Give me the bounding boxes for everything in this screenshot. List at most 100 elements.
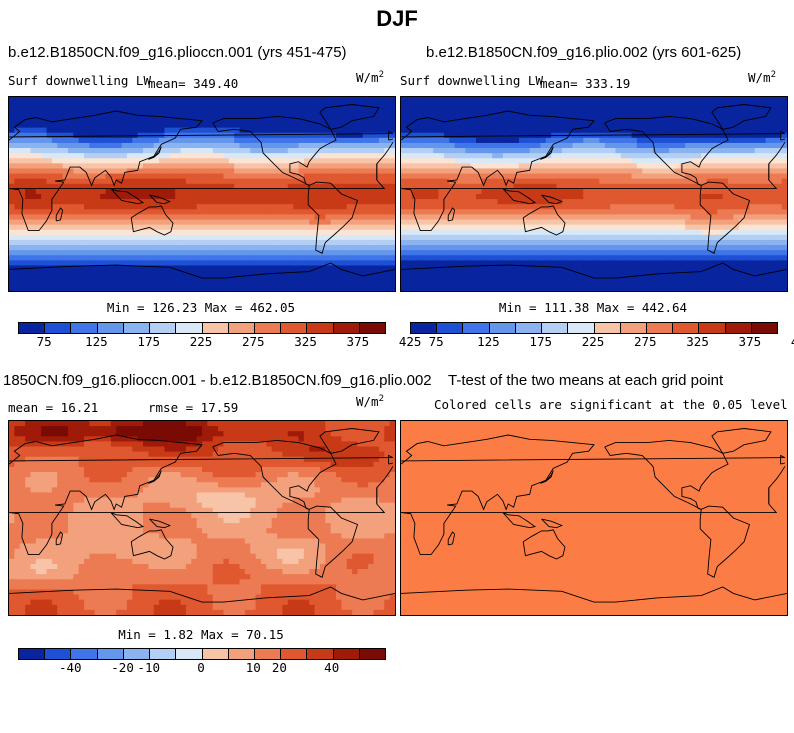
heatmap-cell (417, 168, 424, 175)
heatmap-cell (711, 214, 718, 221)
heatmap-cell (105, 117, 112, 124)
heatmap-cell (180, 239, 187, 246)
heatmap-cell (422, 168, 429, 175)
heatmap-cell (19, 209, 26, 216)
heatmap-cell (73, 199, 80, 205)
heatmap-cell (717, 178, 724, 185)
heatmap-cell (153, 122, 160, 129)
heatmap-cell (470, 224, 477, 231)
heatmap-cell (89, 178, 96, 185)
heatmap-cell (438, 97, 445, 103)
heatmap-cell (132, 280, 139, 287)
heatmap-cell (94, 245, 101, 251)
heatmap-cell (572, 117, 579, 124)
heatmap-cell (722, 199, 729, 205)
heatmap-cell (287, 132, 294, 139)
heatmap-cell (164, 163, 171, 170)
heatmap-cell (540, 178, 547, 185)
heatmap-cell (319, 132, 326, 139)
heatmap-cell (690, 112, 697, 119)
heatmap-cell (465, 188, 472, 195)
heatmap-cell (185, 127, 192, 134)
heatmap-cell (679, 142, 686, 149)
heatmap-cell (497, 250, 504, 256)
heatmap-cell (94, 214, 101, 221)
heatmap-cell (78, 194, 85, 200)
heatmap-cell (481, 239, 488, 246)
heatmap-cell (454, 127, 461, 134)
heatmap-cell (84, 148, 91, 154)
heatmap-cell (368, 168, 375, 175)
panel1-title: b.e12.B1850CN.f09_g16.plioccn.001 (yrs 4… (8, 44, 347, 61)
heatmap-cell (669, 122, 676, 129)
heatmap-cell (35, 158, 42, 164)
heatmap-cell (207, 127, 214, 134)
heatmap-cell (325, 153, 332, 159)
heatmap-cell (207, 183, 214, 190)
heatmap-cell (9, 275, 15, 282)
panel1-colorbar (18, 322, 386, 334)
heatmap-cell (218, 270, 225, 277)
heatmap-cell (524, 214, 531, 221)
heatmap-cell (260, 199, 267, 205)
heatmap-cell (330, 234, 337, 241)
heatmap-cell (25, 173, 32, 180)
heatmap-cell (137, 199, 144, 205)
heatmap-cell (228, 204, 235, 210)
heatmap-cell (535, 245, 541, 251)
heatmap-cell (336, 158, 342, 164)
heatmap-cell (492, 188, 499, 195)
heatmap-cell (513, 239, 520, 246)
heatmap-cell (148, 112, 155, 119)
heatmap-cell (277, 148, 284, 154)
heatmap-cell (658, 132, 665, 139)
heatmap-cell (126, 142, 133, 149)
heatmap-cell (754, 117, 761, 124)
heatmap-cell (615, 142, 622, 149)
heatmap-cell (384, 132, 391, 139)
heatmap-cell (309, 214, 316, 221)
heatmap-cell (776, 234, 783, 241)
heatmap-cell (336, 107, 342, 113)
heatmap-cell (749, 234, 756, 241)
heatmap-cell (652, 224, 659, 231)
heatmap-cell (121, 209, 128, 216)
heatmap-cell (781, 219, 787, 226)
heatmap-cell (260, 255, 267, 261)
heatmap-cell (427, 219, 434, 226)
heatmap-cell (287, 117, 294, 124)
heatmap-cell (610, 163, 617, 170)
heatmap-cell (389, 204, 395, 210)
heatmap-cell (631, 239, 638, 246)
heatmap-cell (604, 188, 611, 195)
heatmap-cell (234, 117, 241, 124)
heatmap-cell (336, 137, 342, 144)
heatmap-cell (89, 275, 96, 282)
heatmap-cell (427, 178, 434, 185)
heatmap-cell (770, 224, 777, 231)
heatmap-cell (658, 209, 665, 216)
heatmap-cell (733, 137, 740, 144)
heatmap-cell (180, 107, 187, 113)
heatmap-cell (185, 209, 192, 216)
heatmap-cell (497, 142, 504, 149)
heatmap-cell (486, 229, 493, 236)
heatmap-cell (260, 102, 267, 108)
heatmap-cell (449, 153, 456, 159)
heatmap-cell (314, 285, 321, 291)
heatmap-cell (642, 194, 649, 200)
heatmap-cell (25, 188, 32, 195)
heatmap-cell (706, 245, 713, 251)
heatmap-cell (175, 127, 182, 134)
heatmap-cell (378, 122, 385, 129)
heatmap-cell (239, 117, 246, 124)
heatmap-cell (9, 229, 15, 236)
heatmap-cell (35, 97, 42, 103)
heatmap-cell (196, 153, 203, 159)
heatmap-cell (330, 214, 337, 221)
heatmap-cell (266, 224, 273, 231)
heatmap-cell (781, 204, 787, 210)
heatmap-cell (502, 194, 509, 200)
heatmap-cell (497, 214, 504, 221)
heatmap-cell (319, 153, 326, 159)
